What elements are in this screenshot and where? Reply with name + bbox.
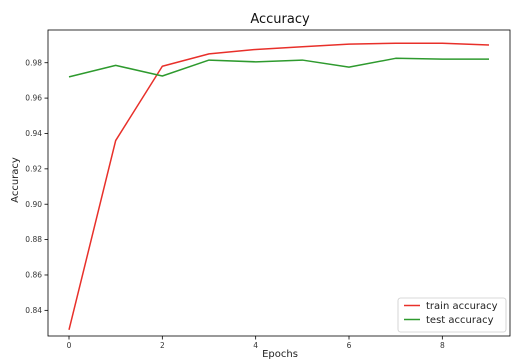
train-accuracy-line — [68, 42, 490, 330]
legend-label-train-accuracy: train accuracy — [426, 301, 498, 312]
legend-box — [397, 297, 507, 333]
y-tick-label: 0.86 — [25, 271, 42, 280]
y-tick-label: 0.90 — [25, 200, 42, 209]
plot-area — [47, 29, 511, 337]
legend-label-test-accuracy: test accuracy — [426, 315, 494, 326]
x-tick-label: 6 — [347, 341, 352, 350]
y-tick-label: 0.94 — [25, 129, 42, 138]
x-axis-label: Epochs — [262, 349, 298, 360]
y-tick-label: 0.98 — [25, 58, 42, 67]
x-tick-label: 4 — [253, 341, 258, 350]
x-tick-label: 2 — [160, 341, 165, 350]
y-axis-label: Accuracy — [10, 157, 21, 203]
series-lines — [68, 42, 490, 330]
legend: train accuracy test accuracy — [397, 297, 507, 333]
x-tick-label: 0 — [67, 341, 72, 350]
y-tick-label: 0.96 — [25, 94, 42, 103]
x-axis-ticks: 0 2 4 6 8 — [67, 336, 445, 350]
test-accuracy-line — [68, 57, 489, 78]
x-tick-label: 8 — [440, 341, 445, 350]
y-tick-label: 0.92 — [25, 164, 42, 173]
chart-title: Accuracy — [250, 12, 310, 27]
y-tick-label: 0.88 — [25, 235, 42, 244]
y-axis-ticks: 0.84 0.86 0.88 0.90 0.92 0.94 0.96 0.98 — [25, 58, 48, 315]
y-tick-label: 0.84 — [25, 306, 42, 315]
